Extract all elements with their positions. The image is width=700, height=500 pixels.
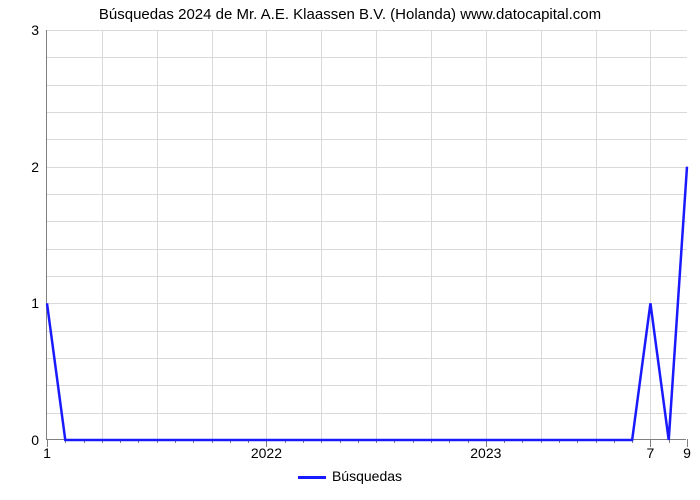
y-tick-label: 2 xyxy=(31,159,39,175)
legend-label: Búsquedas xyxy=(332,468,402,484)
y-tick-label: 0 xyxy=(31,432,39,448)
x-tick-label: 1 xyxy=(43,445,51,461)
x-tick-label: 7 xyxy=(647,445,655,461)
x-tick-label: 2022 xyxy=(251,445,282,461)
x-tick-label: 2023 xyxy=(470,445,501,461)
y-tick-label: 1 xyxy=(31,295,39,311)
chart-container: { "chart": { "type": "line", "title": "B… xyxy=(0,0,700,500)
series-line xyxy=(47,30,687,440)
chart-title: Búsquedas 2024 de Mr. A.E. Klaassen B.V.… xyxy=(0,6,700,23)
legend-swatch xyxy=(298,476,326,479)
x-tick-label: 9 xyxy=(683,445,691,461)
y-tick-label: 3 xyxy=(31,22,39,38)
legend: Búsquedas xyxy=(0,468,700,484)
plot-area: 012312022202379 xyxy=(46,30,686,440)
